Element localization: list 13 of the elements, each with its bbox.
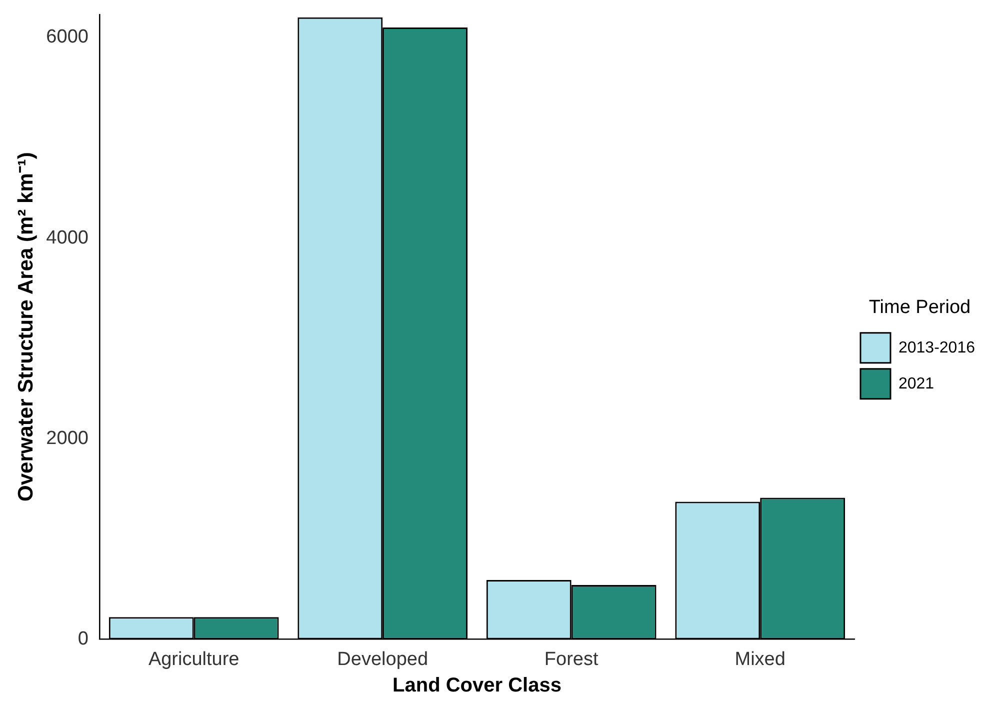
y-tick-label: 6000 [46, 26, 88, 48]
x-tick-label: Mixed [734, 648, 786, 670]
y-tick-label: 0 [78, 628, 88, 650]
y-tick-label: 4000 [46, 227, 88, 248]
x-tick-label: Developed [337, 648, 428, 670]
legend-title: Time Period [868, 296, 971, 318]
y-axis-title: Overwater Structure Area (m² km⁻¹) [14, 152, 38, 502]
x-tick-label: Forest [544, 648, 599, 670]
legend-label: 2021 [898, 375, 934, 392]
legend-label: 2013-2016 [898, 339, 976, 356]
x-axis-title: Land Cover Class [392, 674, 562, 697]
y-tick-label: 2000 [46, 428, 88, 449]
x-tick-label: Agriculture [148, 648, 240, 670]
